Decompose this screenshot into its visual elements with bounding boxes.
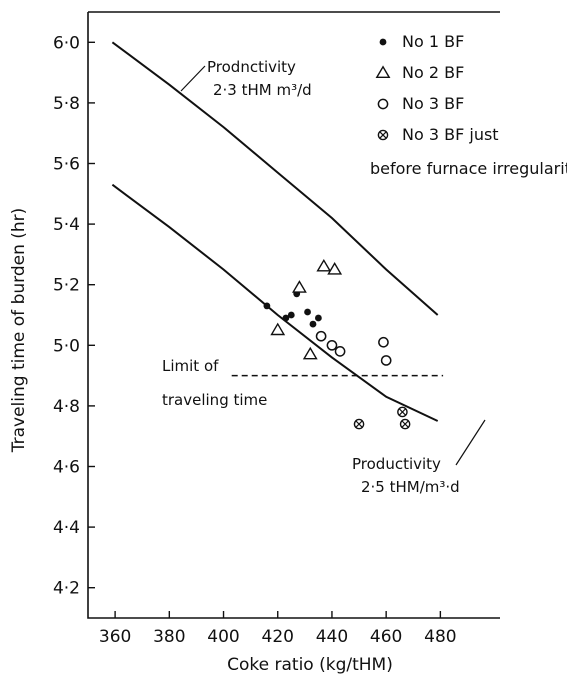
marker-dot (309, 320, 317, 328)
marker-cross (379, 131, 387, 139)
legend: No 1 BF No 2 BF No 3 BF No 3 BF just (375, 32, 499, 144)
data-point (380, 355, 392, 366)
marker-triangle (327, 261, 343, 275)
lower-line-label: Productivity (352, 455, 441, 473)
y-tick-label: 4·6 (53, 458, 80, 478)
data-point (397, 406, 408, 418)
marker-ring (326, 339, 338, 351)
data-point (263, 302, 271, 310)
legend-marker (379, 38, 387, 46)
data-point (316, 258, 332, 272)
x-tick-label: 460 (370, 627, 402, 647)
y-tick-label: 5·8 (53, 94, 80, 114)
data-point (309, 320, 317, 328)
limit-line-value: traveling time (162, 391, 267, 409)
legend-label: No 3 BF just (402, 125, 499, 144)
legend-marker (375, 65, 391, 79)
upper-label-leader (180, 65, 206, 92)
legend-label: No 3 BF (402, 94, 464, 113)
y-tick-label: 6·0 (53, 33, 80, 53)
y-tick-label: 5·2 (53, 276, 80, 296)
marker-triangle (291, 280, 307, 293)
legend-label: No 1 BF (402, 32, 464, 51)
marker-cross (355, 420, 363, 428)
data-point (399, 418, 411, 430)
data-point (353, 418, 365, 430)
x-axis-ticks: 360 380 400 420 440 460 480 (99, 611, 457, 647)
marker-dot (379, 38, 387, 46)
legend-marker (377, 98, 389, 110)
marker-ring (380, 355, 392, 366)
marker-ring (378, 336, 389, 348)
productivity-2-3-line (111, 41, 439, 316)
x-tick-label: 400 (207, 627, 239, 647)
plot-axes (87, 11, 500, 619)
legend-note: before furnace irregularities (370, 159, 567, 178)
data-point (270, 322, 286, 336)
marker-dot (287, 311, 295, 319)
data-point (314, 314, 322, 322)
data-point (291, 280, 307, 293)
data-point (327, 261, 343, 275)
data-points (263, 258, 411, 430)
marker-ring (377, 98, 389, 110)
data-point (378, 336, 389, 348)
data-point (315, 330, 327, 342)
y-axis-title: Traveling time of burden (hr) (9, 208, 29, 454)
marker-triangle (316, 258, 332, 272)
y-tick-label: 5·6 (53, 155, 80, 175)
data-point (282, 314, 290, 322)
x-tick-label: 440 (316, 627, 348, 647)
legend-label: No 2 BF (402, 63, 464, 82)
marker-dot (282, 314, 290, 322)
upper-line-label: Prodnctivity (207, 58, 296, 76)
plot-frame (87, 11, 500, 619)
y-axis-ticks: 4·2 4·4 4·6 4·8 5·0 5·2 5·4 5·6 5·8 6·0 (53, 33, 95, 599)
marker-ring (315, 330, 327, 342)
x-tick-label: 380 (153, 627, 185, 647)
x-tick-label: 480 (424, 627, 456, 647)
legend-marker (377, 129, 389, 141)
x-axis-title: Coke ratio (kg/tHM) (227, 655, 393, 675)
data-point (304, 308, 311, 316)
data-point (302, 346, 318, 360)
y-tick-label: 4·8 (53, 397, 80, 417)
marker-triangle (270, 322, 286, 336)
y-tick-label: 4·2 (53, 579, 80, 599)
marker-dot (304, 308, 311, 316)
upper-line-value: 2·3 tHM m³/d (213, 81, 312, 99)
data-point (326, 339, 338, 351)
productivity-2-5-line (111, 183, 439, 422)
marker-ring (334, 346, 346, 357)
limit-line-label: Limit of (162, 357, 219, 375)
marker-triangle (375, 65, 391, 79)
x-tick-label: 420 (262, 627, 294, 647)
lower-label-leader (455, 419, 486, 466)
y-tick-label: 5·4 (53, 215, 80, 235)
marker-dot (263, 302, 271, 310)
productivity-lines (111, 41, 486, 466)
marker-dot (314, 314, 322, 322)
data-point (334, 346, 346, 357)
y-tick-label: 5·0 (53, 336, 80, 356)
x-tick-label: 360 (99, 627, 131, 647)
data-point (287, 311, 295, 319)
lower-line-value: 2·5 tHM/m³·d (361, 478, 460, 496)
marker-cross (401, 420, 409, 428)
marker-triangle (302, 346, 318, 360)
marker-cross (398, 408, 407, 416)
y-tick-label: 4·4 (53, 518, 80, 538)
